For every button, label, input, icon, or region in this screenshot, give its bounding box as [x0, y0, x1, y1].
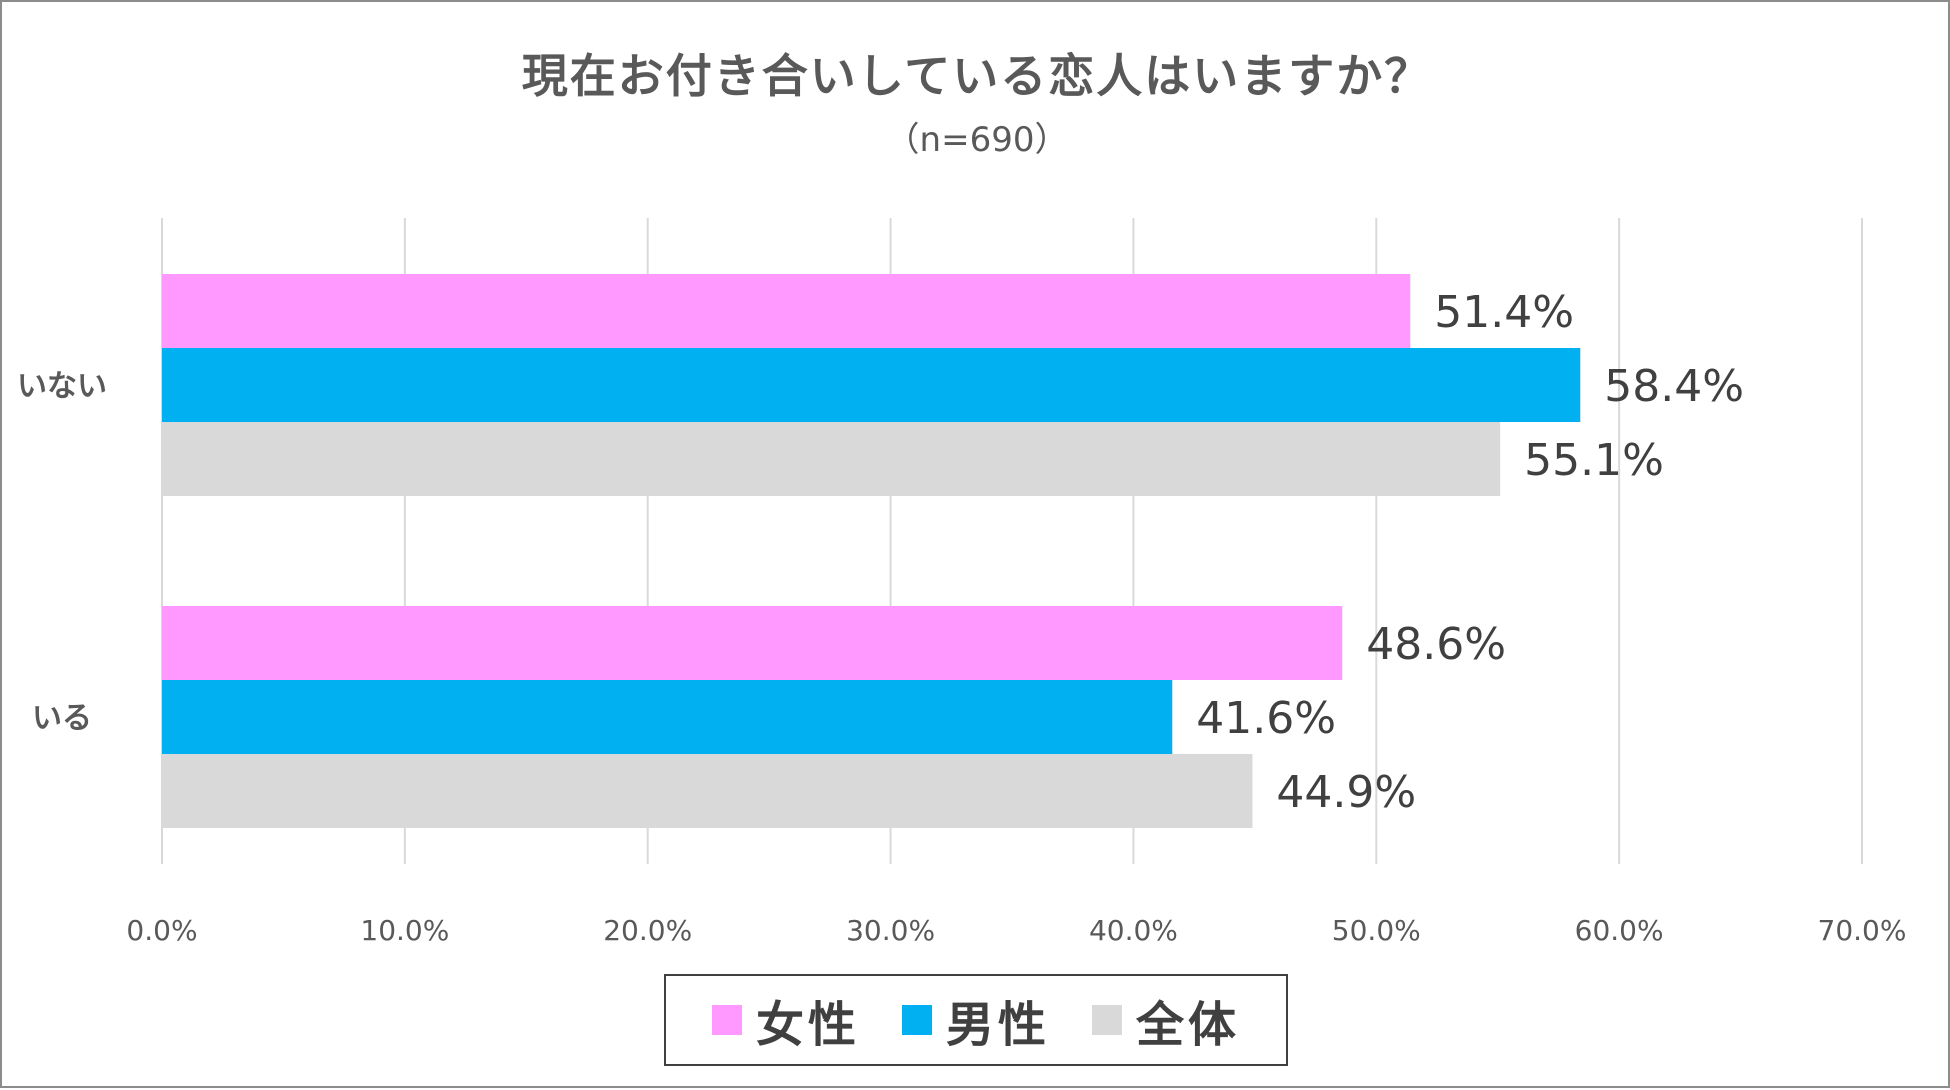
legend-item-female: 女性 [711, 985, 860, 1055]
legend-label-male: 男性 [945, 997, 1050, 1053]
x-tick-label: 70.0% [1818, 914, 1907, 947]
data-label: 55.1% [1524, 435, 1664, 486]
x-tick-label: 20.0% [603, 914, 692, 947]
data-label: 58.4% [1604, 361, 1744, 412]
legend-item-total: 全体 [1092, 985, 1240, 1055]
bar [162, 274, 1411, 348]
bar [162, 606, 1343, 680]
x-tick-label: 0.0% [126, 914, 197, 947]
chart-title: 現在お付き合いしている恋人はいますか？ [521, 49, 1433, 103]
chart-legend: 女性 男性 全体 [664, 974, 1288, 1066]
legend-label-female: 女性 [755, 997, 860, 1053]
x-tick-label: 30.0% [846, 914, 935, 947]
x-tick-label: 10.0% [360, 914, 449, 947]
x-tick-label: 40.0% [1089, 914, 1178, 947]
data-label: 41.6% [1196, 693, 1336, 744]
y-category-label: いる [32, 701, 92, 736]
bar [162, 348, 1581, 422]
y-category-label: いない [17, 369, 107, 404]
data-label: 51.4% [1434, 287, 1574, 338]
x-tick-label: 50.0% [1332, 914, 1421, 947]
legend-label-total: 全体 [1136, 997, 1241, 1053]
bar [162, 680, 1173, 754]
x-tick-label: 60.0% [1575, 914, 1664, 947]
data-label: 44.9% [1276, 767, 1416, 818]
legend-swatch-male [901, 1005, 932, 1035]
data-label: 48.6% [1366, 619, 1506, 670]
legend-swatch-total [1092, 1005, 1122, 1035]
legend-swatch-female [711, 1005, 742, 1035]
chart-subtitle: （n=690） [885, 120, 1069, 160]
legend-item-male: 男性 [901, 985, 1050, 1055]
bar [162, 754, 1253, 828]
bar [162, 422, 1501, 496]
